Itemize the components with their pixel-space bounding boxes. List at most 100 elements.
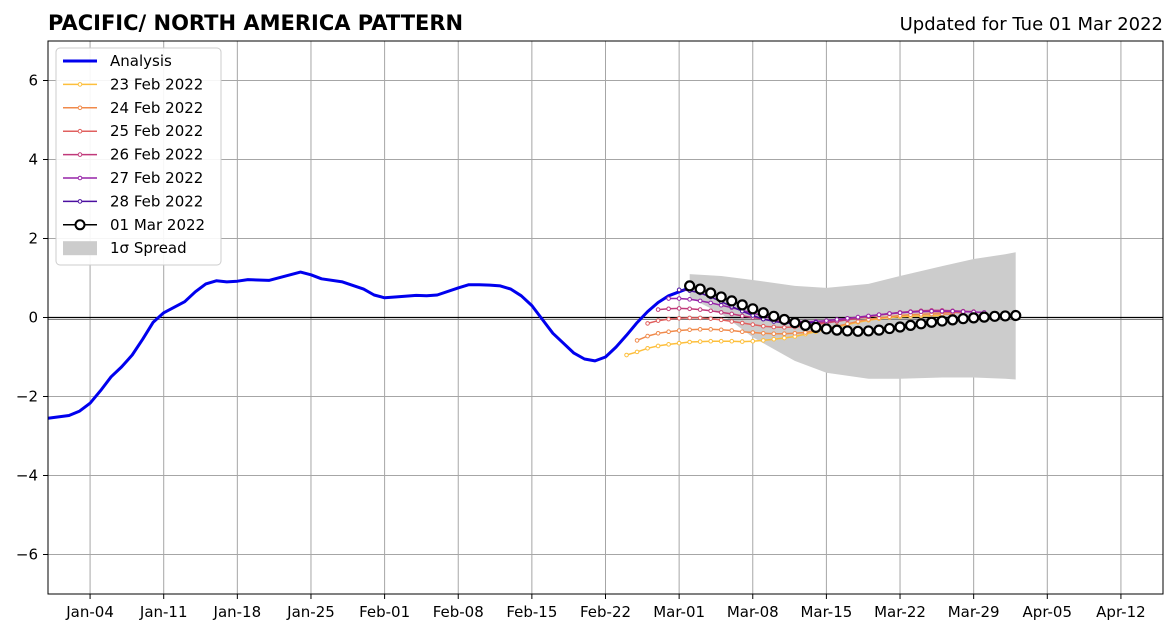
series-point <box>947 314 959 326</box>
series-point <box>697 307 703 312</box>
series-point <box>918 309 924 314</box>
series-point <box>852 325 864 337</box>
series-point <box>634 338 640 343</box>
series-point <box>782 325 787 330</box>
series-point <box>718 310 724 315</box>
series-point <box>676 306 682 311</box>
series-point <box>820 323 832 335</box>
series-point <box>708 308 713 314</box>
legend-label: 23 Feb 2022 <box>110 75 203 93</box>
series-point <box>757 307 769 319</box>
series-point <box>810 321 822 333</box>
y-tick-label: −2 <box>16 388 38 406</box>
legend-item: 1σ Spread <box>63 239 187 257</box>
y-tick-label: −4 <box>16 467 38 485</box>
x-tick-label: Feb-08 <box>433 603 484 621</box>
series-point <box>887 311 892 316</box>
legend-item: 01 Mar 2022 <box>63 216 205 234</box>
series-point <box>655 343 661 349</box>
series-point <box>862 325 875 337</box>
series-point <box>708 300 713 306</box>
legend-marker <box>77 199 83 204</box>
x-tick-label: Jan-04 <box>65 603 114 621</box>
series-point <box>750 322 756 327</box>
spread-area <box>689 252 1016 380</box>
series-point <box>676 328 682 333</box>
series-point <box>873 324 885 336</box>
series-point <box>855 314 861 320</box>
series-point <box>750 330 756 335</box>
series-point <box>718 317 724 323</box>
series-point <box>778 313 790 326</box>
legend-box <box>55 47 222 266</box>
series-point <box>771 336 777 342</box>
series-point <box>957 313 969 325</box>
legend-label: 1σ Spread <box>110 239 187 257</box>
legend-marker <box>77 82 83 87</box>
series-group <box>47 270 1022 420</box>
series-point <box>968 312 980 324</box>
series-point <box>824 318 829 323</box>
legend-marker <box>77 152 83 157</box>
series-point <box>760 331 766 336</box>
series-point <box>768 310 780 322</box>
series-point <box>676 315 682 321</box>
series-point <box>925 316 938 328</box>
series-point <box>739 313 745 319</box>
series-point <box>739 329 745 335</box>
series-point <box>705 287 717 299</box>
series-point <box>834 317 840 322</box>
x-tick-label: Mar-29 <box>948 603 1000 621</box>
series-point <box>789 317 801 329</box>
legend-marker <box>77 128 83 134</box>
series-point <box>655 307 661 312</box>
legend-item: 28 Feb 2022 <box>63 192 203 210</box>
series-point <box>697 327 703 332</box>
series-point <box>697 339 703 344</box>
legend-label: 25 Feb 2022 <box>110 122 203 140</box>
series-point <box>792 331 798 336</box>
x-tick-label: Jan-18 <box>213 603 262 621</box>
series-point <box>634 349 640 355</box>
series-point <box>666 306 671 312</box>
series-point <box>666 316 671 322</box>
legend-label: 27 Feb 2022 <box>110 169 203 187</box>
series-point <box>729 319 735 324</box>
legend-item: 23 Feb 2022 <box>63 75 203 93</box>
series-point <box>687 297 692 302</box>
legend-label: 01 Mar 2022 <box>110 216 205 234</box>
y-axis: −6 −4 −2 0 2 4 6 <box>16 72 48 564</box>
series-point <box>750 338 756 344</box>
series-point <box>904 319 917 331</box>
legend-item: 27 Feb 2022 <box>63 169 203 187</box>
series-point <box>841 325 854 337</box>
series-point <box>676 287 682 293</box>
chart-title: PACIFIC/ NORTH AMERICA PATTERN <box>48 11 463 35</box>
series-point <box>726 295 738 307</box>
series-point <box>708 338 713 344</box>
series-point <box>897 310 903 316</box>
y-tick-label: 4 <box>28 151 38 169</box>
series-point <box>687 327 692 333</box>
series-point <box>676 340 682 346</box>
legend-item: Analysis <box>63 52 172 70</box>
series-point <box>739 320 745 326</box>
y-tick-label: 2 <box>28 230 38 248</box>
series-point <box>939 308 945 314</box>
series-point <box>799 319 811 331</box>
x-tick-label: Apr-12 <box>1096 603 1146 621</box>
legend-swatch <box>63 241 97 256</box>
series-point <box>736 299 748 311</box>
series-01-mar-2022 <box>684 280 1022 337</box>
series-point <box>708 316 713 321</box>
series-point <box>771 331 777 336</box>
series-point <box>936 315 948 327</box>
series-point <box>845 315 850 321</box>
series-point <box>739 339 745 344</box>
series-point <box>760 323 766 329</box>
series-point <box>666 342 671 347</box>
x-axis: Jan-04 Jan-11 Jan-18 Jan-25 Feb-01 Feb-08 Feb-… <box>65 594 1146 621</box>
series-point <box>929 308 934 314</box>
series-point <box>866 313 871 319</box>
x-tick-label: Feb-22 <box>580 603 631 621</box>
